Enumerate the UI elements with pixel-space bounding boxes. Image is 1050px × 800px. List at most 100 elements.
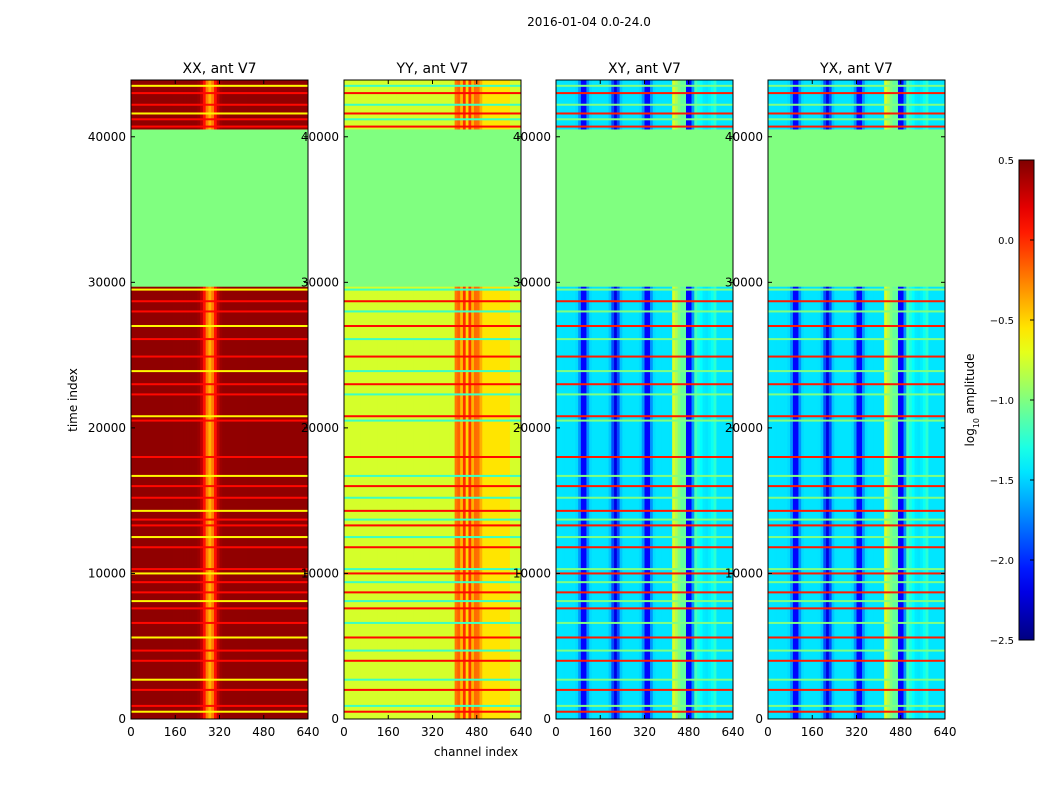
flag-row xyxy=(131,370,308,373)
flag-row xyxy=(768,112,945,115)
heatmap-column xyxy=(255,80,259,719)
heatmap-column xyxy=(589,80,593,719)
heatmap-column xyxy=(817,80,822,719)
heatmap-column xyxy=(285,80,290,719)
heatmap-column xyxy=(942,80,945,719)
flag-row xyxy=(131,678,308,681)
heatmap-column xyxy=(569,80,574,719)
heatmap-column xyxy=(241,80,245,719)
heatmap-column xyxy=(580,80,585,719)
flag-row xyxy=(344,370,521,373)
flag-row xyxy=(344,324,521,327)
flag-row xyxy=(768,710,945,713)
heatmap-column xyxy=(269,80,273,719)
heatmap-column xyxy=(768,80,772,719)
panel-3: XY, ant V7 0 160 320 480 640 0 10000 20000 30000 4… xyxy=(513,61,745,739)
heatmap-column xyxy=(230,80,234,719)
heatmap-column xyxy=(873,80,877,719)
flag-row xyxy=(131,572,308,575)
heatmap-column xyxy=(396,80,400,719)
flag-row xyxy=(768,355,945,358)
flag-row xyxy=(131,485,308,488)
y-tick-label: 20000 xyxy=(88,421,126,435)
heatmap-column xyxy=(429,80,434,719)
flag-row xyxy=(131,419,308,422)
flag-row xyxy=(344,455,521,458)
heatmap-column xyxy=(225,80,229,719)
heatmap-column xyxy=(512,80,517,719)
heatmap-column xyxy=(922,80,927,719)
y-tick-label: 20000 xyxy=(725,421,763,435)
heatmap-column xyxy=(850,80,855,719)
panel-1: XX, ant V7 0 160 320 480 640 0 10000 20000 30000 4… xyxy=(88,61,320,739)
heatmap-column xyxy=(713,80,718,719)
y-tick-label: 0 xyxy=(755,712,763,726)
heatmap-column xyxy=(859,80,863,719)
flag-row xyxy=(344,125,521,128)
flag-row xyxy=(556,103,733,106)
heatmap-column xyxy=(404,80,409,719)
flag-row xyxy=(768,370,945,373)
heatmap-column xyxy=(931,80,935,719)
flag-row xyxy=(768,474,945,477)
heatmap-column xyxy=(878,80,882,719)
heatmap-column xyxy=(357,80,362,719)
flag-row xyxy=(768,536,945,539)
heatmap-column xyxy=(247,80,251,719)
heatmap-column xyxy=(462,80,467,719)
flag-row xyxy=(344,678,521,681)
heatmap-column xyxy=(288,80,293,719)
heatmap-column xyxy=(784,80,788,719)
y-tick-label: 10000 xyxy=(725,566,763,580)
panel-3-heatmap xyxy=(556,80,733,719)
heatmap-column xyxy=(451,80,456,719)
heatmap-column xyxy=(658,80,662,719)
figure-suptitle: 2016-01-04 0.0-24.0 xyxy=(527,15,651,29)
x-tick-label: 160 xyxy=(377,725,400,739)
flag-row xyxy=(556,568,733,571)
heatmap-column xyxy=(842,80,847,719)
colorbar-tick-label: −2.0 xyxy=(990,556,1014,567)
flag-row xyxy=(344,112,521,115)
heatmap-column xyxy=(368,80,373,719)
heatmap-column xyxy=(263,80,268,719)
flag-row xyxy=(344,591,521,594)
flag-row xyxy=(131,568,308,571)
heatmap-column xyxy=(379,80,384,719)
heatmap-column xyxy=(272,80,276,719)
y-tick-label: 0 xyxy=(543,712,551,726)
heatmap-column xyxy=(633,80,637,719)
flag-row xyxy=(344,524,521,527)
y-tick-label: 0 xyxy=(118,712,126,726)
flag-row xyxy=(768,572,945,575)
heatmap-column xyxy=(870,80,874,719)
flag-row xyxy=(556,524,733,527)
heatmap-column xyxy=(374,80,378,719)
flag-row xyxy=(768,92,945,95)
flag-row xyxy=(768,678,945,681)
flag-row xyxy=(556,112,733,115)
flag-row xyxy=(768,310,945,313)
flag-row xyxy=(768,383,945,386)
heatmap-column xyxy=(227,80,232,719)
heatmap-column xyxy=(564,80,568,719)
flag-row xyxy=(556,546,733,549)
flag-row xyxy=(131,383,308,386)
flag-row xyxy=(131,393,308,396)
flag-row xyxy=(768,419,945,422)
heatmap-column xyxy=(936,80,941,719)
flag-row xyxy=(556,300,733,303)
heatmap-column xyxy=(578,80,582,719)
heatmap-column xyxy=(426,80,431,719)
flag-row xyxy=(768,338,945,341)
heatmap-column xyxy=(853,80,858,719)
flag-row xyxy=(131,607,308,610)
heatmap-column xyxy=(249,80,254,719)
heatmap-column xyxy=(685,80,690,719)
heatmap-column xyxy=(638,80,643,719)
heatmap-column xyxy=(150,80,154,719)
flag-row xyxy=(344,710,521,713)
flag-row xyxy=(768,659,945,662)
x-tick-label: 160 xyxy=(589,725,612,739)
flag-row xyxy=(344,688,521,691)
